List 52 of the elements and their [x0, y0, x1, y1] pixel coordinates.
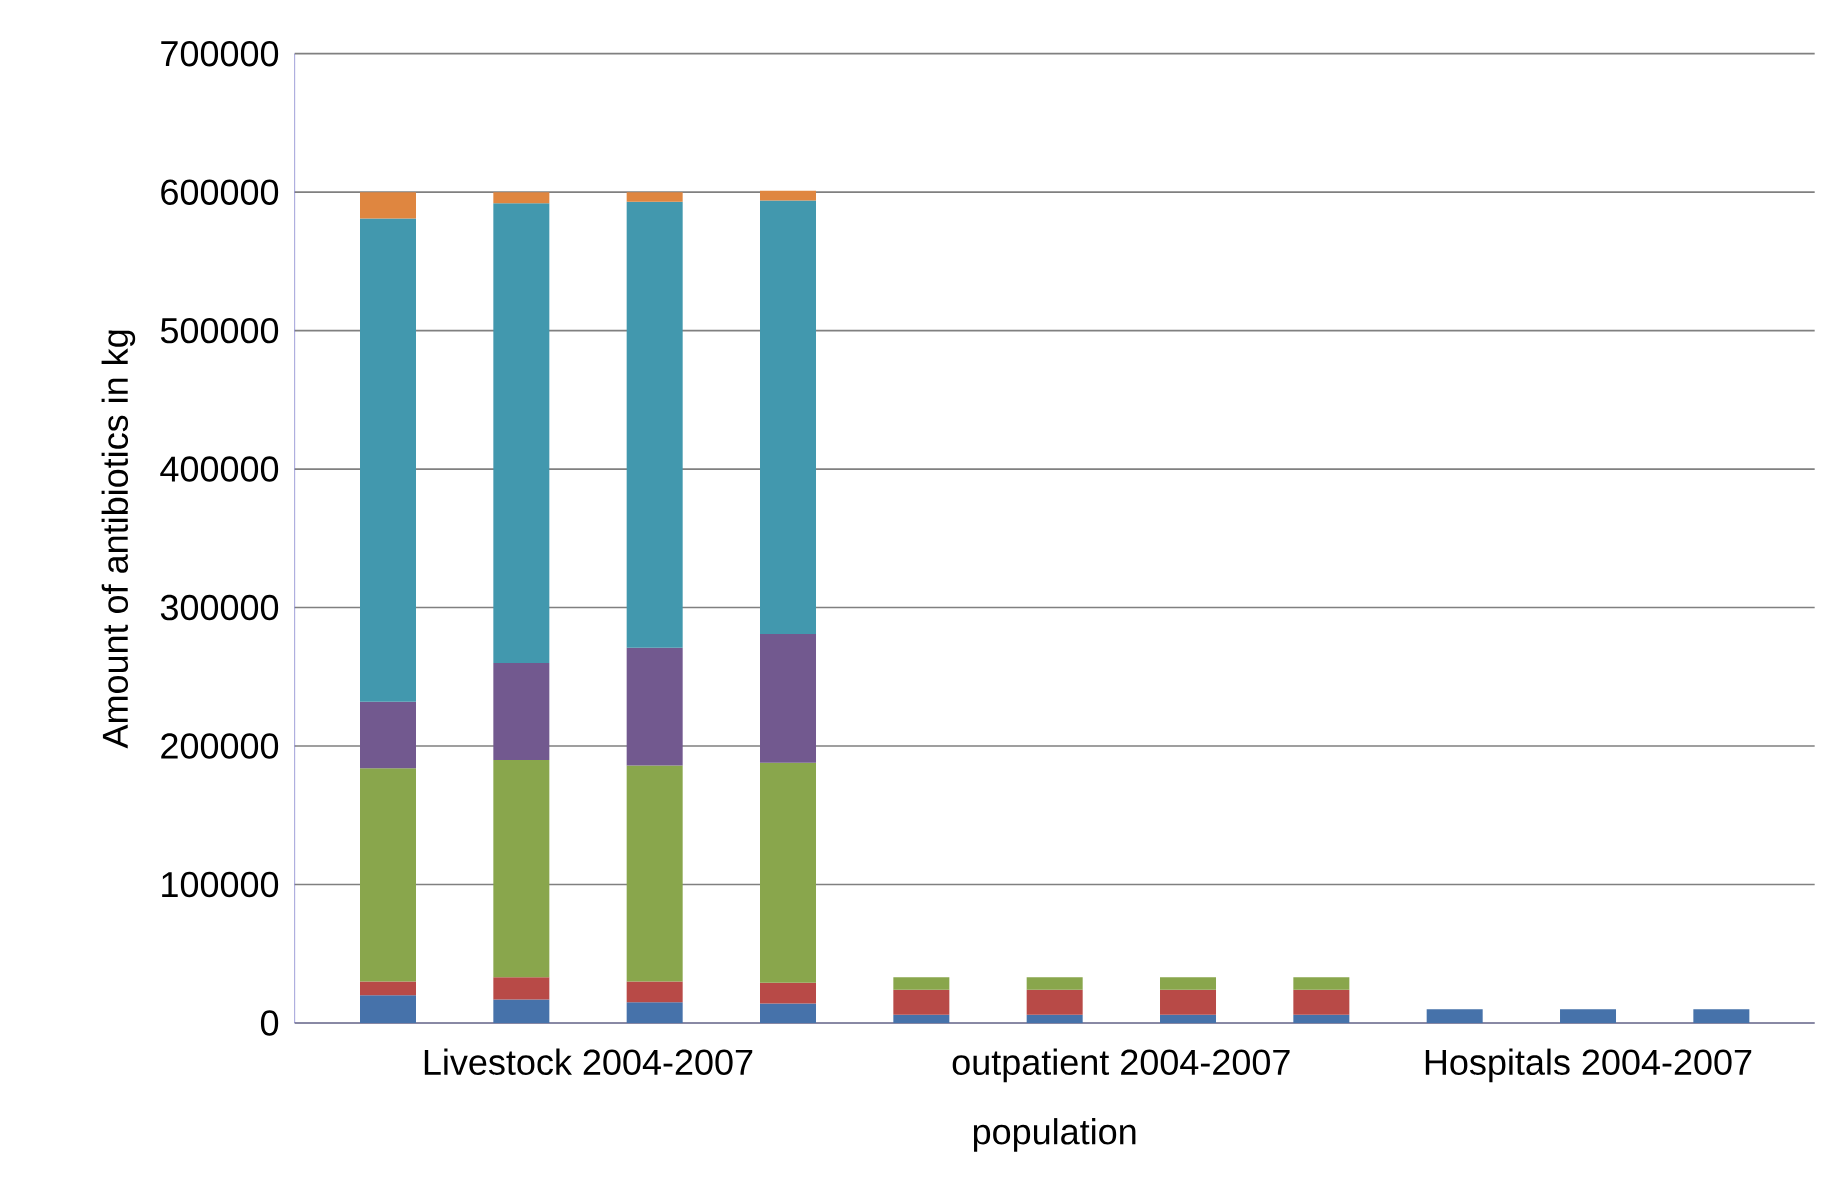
y-tick-label: 200000 [161, 733, 279, 759]
bar [893, 977, 950, 990]
bar [1693, 1009, 1750, 1023]
bar [1026, 1014, 1083, 1023]
bar [360, 995, 416, 1023]
text: outpatient 2004-2007 [952, 1048, 1290, 1083]
bar [760, 762, 817, 983]
bar [360, 768, 416, 982]
bar [1026, 989, 1083, 1015]
y-tick-label: 300000 [160, 594, 279, 621]
bar [1293, 977, 1350, 990]
bar [493, 203, 550, 663]
bar [626, 201, 683, 648]
bar [1160, 977, 1217, 990]
bar [360, 701, 416, 769]
bar [760, 982, 817, 1004]
x-axis-title: population [973, 1118, 1136, 1152]
bar [1293, 1014, 1350, 1023]
text: Livestock 2004-2007 [424, 1048, 753, 1076]
bar [893, 989, 950, 1015]
bar [1160, 989, 1217, 1015]
y-tick-label: 0 [260, 1010, 279, 1036]
bar [360, 218, 416, 702]
bar [493, 999, 550, 1023]
y-tick-label: 700000 [161, 40, 279, 67]
bar [760, 200, 817, 634]
bar [493, 192, 550, 204]
bar [626, 981, 683, 1003]
bar [1560, 1009, 1617, 1023]
y-tick-label: 600000 [161, 179, 279, 205]
bar [493, 759, 550, 978]
bar [626, 192, 683, 202]
bar [1026, 977, 1083, 990]
bar [1160, 1014, 1217, 1023]
bar [760, 633, 817, 763]
bar [1293, 989, 1350, 1015]
text: Hospitals 2004-2007 [1425, 1048, 1752, 1083]
y-tick-label: 500000 [160, 317, 279, 344]
y-tick-label: 100000 [162, 871, 279, 898]
bar [626, 647, 683, 766]
bar [760, 1003, 817, 1023]
bar [493, 662, 550, 760]
y-axis-title: Amount of antibiotics in kg [101, 330, 136, 749]
bar [360, 981, 416, 996]
bar [626, 765, 683, 982]
bar [360, 192, 416, 219]
bar [1426, 1009, 1483, 1023]
bar [893, 1014, 950, 1023]
y-tick-label: 400000 [160, 456, 279, 482]
bar [493, 977, 550, 1000]
bar [626, 1002, 683, 1023]
bar [760, 190, 817, 201]
